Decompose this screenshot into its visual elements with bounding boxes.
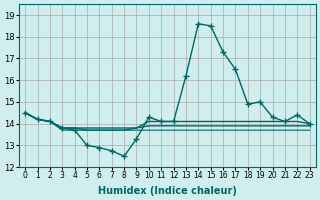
X-axis label: Humidex (Indice chaleur): Humidex (Indice chaleur): [98, 186, 237, 196]
